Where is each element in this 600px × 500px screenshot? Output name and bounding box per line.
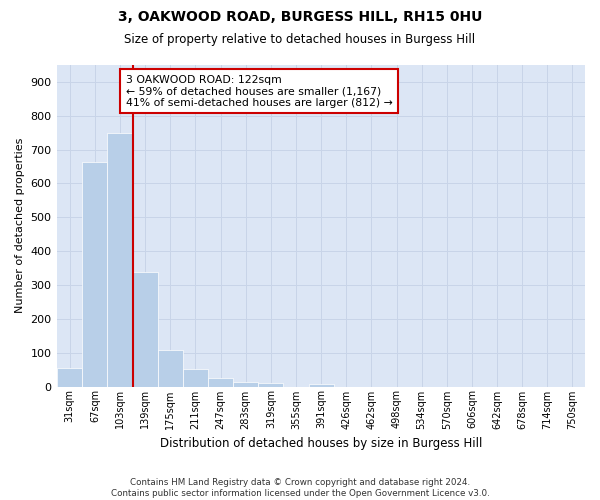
Bar <box>158 350 183 386</box>
Bar <box>57 368 82 386</box>
Bar <box>133 272 158 386</box>
Bar <box>82 162 107 386</box>
Bar <box>208 378 233 386</box>
Bar <box>107 134 133 386</box>
Text: Contains HM Land Registry data © Crown copyright and database right 2024.
Contai: Contains HM Land Registry data © Crown c… <box>110 478 490 498</box>
Bar <box>233 382 258 386</box>
Text: Size of property relative to detached houses in Burgess Hill: Size of property relative to detached ho… <box>124 32 476 46</box>
Text: 3, OAKWOOD ROAD, BURGESS HILL, RH15 0HU: 3, OAKWOOD ROAD, BURGESS HILL, RH15 0HU <box>118 10 482 24</box>
Bar <box>183 369 208 386</box>
Bar <box>308 384 334 386</box>
Y-axis label: Number of detached properties: Number of detached properties <box>15 138 25 314</box>
Bar <box>258 383 283 386</box>
X-axis label: Distribution of detached houses by size in Burgess Hill: Distribution of detached houses by size … <box>160 437 482 450</box>
Text: 3 OAKWOOD ROAD: 122sqm
← 59% of detached houses are smaller (1,167)
41% of semi-: 3 OAKWOOD ROAD: 122sqm ← 59% of detached… <box>126 74 392 108</box>
